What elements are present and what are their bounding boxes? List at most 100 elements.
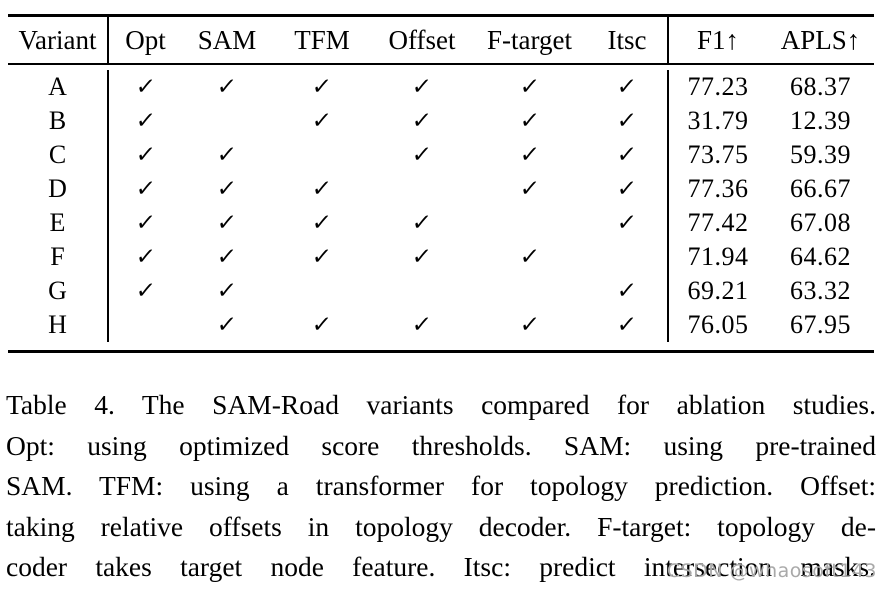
variant-cell: C [48,140,67,169]
f1-cell: 71.94 [667,240,767,274]
f1-cell: 76.05 [667,308,767,342]
f1-cell: 77.42 [667,206,767,240]
apls-cell: 68.37 [790,72,851,101]
apls-cell: 67.95 [790,310,851,339]
opt-check-cell: ✓ [107,70,182,104]
offset-check-cell: ✓ [372,240,472,274]
apls-cell: 63.32 [790,276,851,305]
opt-check-cell [107,308,182,342]
table-row: B ✓ ✓ ✓ ✓ ✓ 31.79 12.39 [8,104,874,138]
check-icon: ✓ [134,176,157,202]
check-icon: ✓ [310,244,334,270]
itsc-check-cell [587,240,667,274]
table-row: G ✓ ✓ ✓ 69.21 63.32 [8,274,874,308]
f1-cell: 73.75 [667,138,767,172]
caption-line: taking relative offsets in topology deco… [6,510,876,542]
table-row: A ✓ ✓ ✓ ✓ ✓ ✓ 77.23 68.37 [8,70,874,104]
check-icon: ✓ [615,74,639,100]
tfm-check-cell: ✓ [272,104,372,138]
sam-check-cell: ✓ [182,206,272,240]
caption-line: Opt: using optimized score thresholds. S… [6,429,876,461]
check-icon: ✓ [518,312,541,338]
check-icon: ✓ [215,74,239,100]
offset-check-cell: ✓ [372,70,472,104]
column-header-offset: Offset [388,24,456,55]
offset-check-cell: ✓ [372,206,472,240]
offset-check-cell [372,172,472,206]
check-icon: ✓ [410,312,434,338]
check-icon: ✓ [615,278,639,304]
variant-cell: E [49,208,66,237]
opt-check-cell: ✓ [107,172,182,206]
check-icon: ✓ [518,176,541,202]
variant-cell: D [48,174,67,203]
apls-cell: 64.62 [790,242,851,271]
f1-cell: 77.36 [667,172,767,206]
f-target-check-cell: ✓ [472,172,587,206]
table-row: H ✓ ✓ ✓ ✓ ✓ 76.05 67.95 [8,308,874,342]
variant-cell: G [48,276,67,305]
check-icon: ✓ [410,108,434,134]
itsc-check-cell: ✓ [587,308,667,342]
check-icon: ✓ [310,108,334,134]
apls-cell: 59.39 [790,140,851,169]
table-row: C ✓ ✓ ✓ ✓ ✓ 73.75 59.39 [8,138,874,172]
watermark: CSDN @whaosoft143 [666,560,877,582]
caption-line: coder takes target node feature. Itsc: p… [6,551,876,582]
tfm-check-cell [272,138,372,172]
check-icon: ✓ [518,142,541,168]
sam-check-cell: ✓ [182,70,272,104]
variant-cell: B [48,106,67,135]
apls-cell: 66.67 [790,174,851,203]
check-icon: ✓ [410,142,434,168]
check-icon: ✓ [310,312,334,338]
check-icon: ✓ [134,244,157,270]
f-target-check-cell: ✓ [472,308,587,342]
itsc-check-cell: ✓ [587,104,667,138]
check-icon: ✓ [615,312,639,338]
table-row: E ✓ ✓ ✓ ✓ ✓ 77.42 67.08 [8,206,874,240]
table-row: D ✓ ✓ ✓ ✓ ✓ 77.36 66.67 [8,172,874,206]
sam-check-cell: ✓ [182,172,272,206]
column-header-apls: APLS↑ [780,24,861,55]
itsc-check-cell: ✓ [587,206,667,240]
check-icon: ✓ [615,176,639,202]
f1-cell: 77.23 [667,70,767,104]
column-header-itsc: Itsc [607,24,647,55]
variant-cell: A [48,72,67,101]
f1-cell: 69.21 [667,274,767,308]
check-icon: ✓ [518,244,541,270]
itsc-check-cell: ✓ [587,172,667,206]
f-target-check-cell: ✓ [472,104,587,138]
check-icon: ✓ [215,278,239,304]
sam-check-cell: ✓ [182,274,272,308]
opt-check-cell: ✓ [107,104,182,138]
sam-check-cell: ✓ [182,240,272,274]
check-icon: ✓ [310,176,334,202]
offset-check-cell: ✓ [372,138,472,172]
column-header-f-target: F-target [487,24,572,55]
sam-check-cell: ✓ [182,138,272,172]
check-icon: ✓ [134,210,157,236]
itsc-check-cell: ✓ [587,138,667,172]
apls-cell: 12.39 [790,106,851,135]
offset-check-cell: ✓ [372,104,472,138]
check-icon: ✓ [310,210,334,236]
apls-cell: 67.08 [790,208,851,237]
ablation-table: Variant Opt SAM TFM Offset F-target Itsc… [8,14,874,353]
check-icon: ✓ [518,108,541,134]
table-header-row: Variant Opt SAM TFM Offset F-target Itsc… [8,17,874,65]
tfm-check-cell: ✓ [272,240,372,274]
tfm-check-cell [272,274,372,308]
f-target-check-cell: ✓ [472,138,587,172]
sam-check-cell: ✓ [182,308,272,342]
table-body: A ✓ ✓ ✓ ✓ ✓ ✓ 77.23 68.37 B ✓ ✓ ✓ ✓ ✓ 31… [8,65,874,350]
tfm-check-cell: ✓ [272,172,372,206]
tfm-check-cell: ✓ [272,206,372,240]
itsc-check-cell: ✓ [587,274,667,308]
f-target-check-cell: ✓ [472,240,587,274]
check-icon: ✓ [134,278,157,304]
check-icon: ✓ [615,210,639,236]
f1-cell: 31.79 [667,104,767,138]
